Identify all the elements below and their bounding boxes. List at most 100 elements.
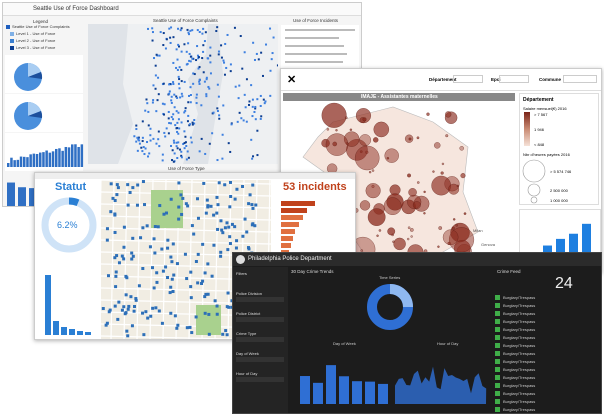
department-circle [460, 173, 466, 179]
map-point [192, 232, 196, 236]
map-point [195, 93, 198, 96]
map-point [221, 133, 224, 136]
filter-label: Commune [539, 77, 562, 82]
map-point [189, 285, 193, 289]
land [208, 24, 278, 164]
map-point [141, 311, 145, 315]
map-point [201, 279, 205, 283]
dropdown[interactable] [453, 75, 483, 83]
map-point [155, 142, 158, 145]
map-point [196, 252, 200, 256]
bar [69, 329, 75, 335]
map-point [175, 145, 178, 148]
department-circle [459, 146, 464, 151]
bar [26, 157, 29, 167]
bar [281, 222, 299, 227]
map-point [212, 243, 216, 247]
map-point [152, 99, 155, 102]
map-point [164, 135, 167, 138]
map-point [185, 63, 188, 66]
map-point [244, 106, 247, 109]
map-point [272, 36, 275, 39]
map-point [204, 292, 208, 296]
map-point [212, 111, 215, 114]
dropdown[interactable] [499, 75, 529, 83]
map-point [171, 242, 175, 246]
map-point [157, 309, 161, 313]
feed-item: Burglary/Trespass [503, 327, 536, 332]
map-point [188, 52, 191, 55]
map-point [238, 111, 241, 114]
map-point [204, 211, 208, 215]
map-point [208, 142, 211, 145]
map-point [109, 182, 113, 186]
map-point [205, 93, 208, 96]
map-point [116, 186, 120, 190]
bar [74, 144, 77, 167]
bar [326, 365, 336, 404]
map-point [143, 203, 147, 207]
bar [18, 187, 26, 206]
map-point [177, 27, 180, 30]
map-point [173, 314, 177, 318]
map-point [243, 51, 246, 54]
road [101, 239, 271, 245]
map-point [184, 135, 187, 138]
map-point [168, 122, 171, 125]
map-point [196, 197, 200, 201]
map-point [137, 138, 140, 141]
dropdown[interactable] [563, 75, 597, 83]
department-circle [409, 228, 414, 232]
map-point [197, 57, 200, 60]
map-point [250, 203, 254, 207]
map-point [227, 225, 231, 229]
map-point [177, 181, 181, 185]
filter-label: Police Division [236, 291, 263, 296]
map-point [171, 159, 174, 162]
map-point [193, 119, 196, 122]
department-circle [355, 108, 371, 124]
bar [80, 144, 84, 167]
map-point [152, 137, 155, 140]
map-point [176, 58, 179, 61]
dropdown[interactable] [236, 357, 284, 362]
legend-label: 1 946 [534, 127, 545, 132]
map-point [179, 96, 182, 99]
map-point [170, 99, 173, 102]
chart-title: Hour of Day [437, 341, 459, 346]
map-point [107, 310, 111, 314]
map-point [191, 29, 194, 32]
map-point [162, 82, 165, 85]
dropdown[interactable] [236, 377, 284, 382]
dropdown[interactable] [236, 297, 284, 302]
map-point [198, 66, 201, 69]
legend-title: Legend [33, 19, 49, 24]
dropdown[interactable] [236, 317, 284, 322]
map-point [202, 71, 205, 74]
map-point [178, 78, 181, 81]
map-point [162, 32, 165, 35]
map-point [172, 139, 175, 142]
feed-item: Burglary/Trespass [503, 383, 536, 388]
size-circle [522, 159, 546, 183]
map-point [228, 242, 232, 246]
map-point [200, 137, 203, 140]
dropdown[interactable] [236, 337, 284, 342]
map-point [159, 31, 162, 34]
map-point [130, 324, 134, 328]
map-point [223, 73, 226, 76]
header: Seattle Use of Force Dashboard [3, 3, 361, 16]
map-point [163, 103, 166, 106]
map-point [184, 141, 187, 144]
department-circle [368, 170, 372, 174]
bar [339, 376, 349, 404]
department-circle [383, 197, 402, 215]
incident-count: 53 incidents [283, 181, 347, 193]
map-point [141, 140, 144, 143]
map-point [263, 102, 266, 105]
map-point [207, 85, 210, 88]
map-point [126, 183, 130, 187]
map-point [203, 295, 207, 299]
bar [39, 152, 42, 167]
feed-icon [495, 311, 500, 316]
